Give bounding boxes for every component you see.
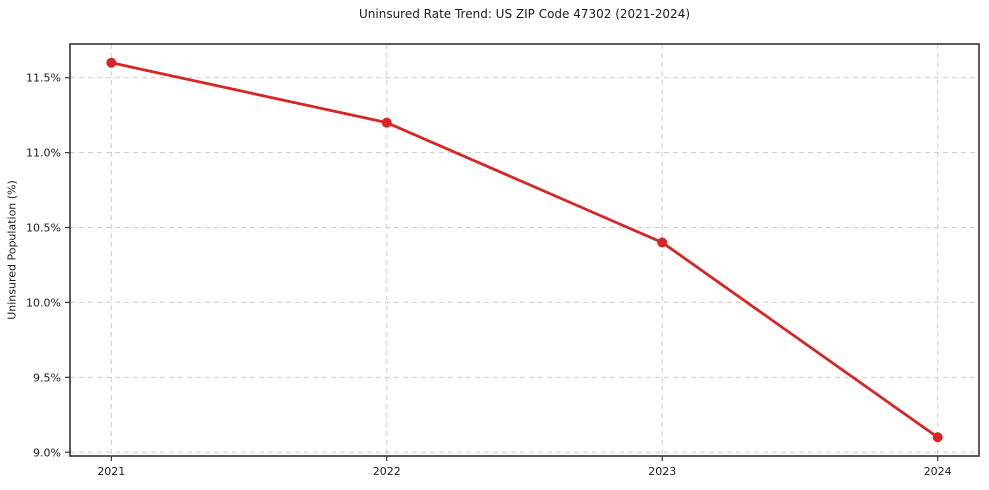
y-tick-label: 11.0% <box>26 147 61 160</box>
data-point-2022 <box>381 117 392 128</box>
y-tick-label: 10.0% <box>26 296 61 309</box>
x-tick-label: 2023 <box>648 465 676 478</box>
chart-title: Uninsured Rate Trend: US ZIP Code 47302 … <box>358 7 691 21</box>
trend-line <box>109 61 940 439</box>
x-tick-label: 2022 <box>373 465 401 478</box>
y-tick-label: 11.5% <box>26 72 61 85</box>
axes-frame <box>69 43 980 457</box>
y-tick-label: 9.5% <box>33 371 61 384</box>
x-tick-label: 2021 <box>97 465 125 478</box>
y-tick-label: 10.5% <box>26 222 61 235</box>
data-point-2024 <box>932 432 943 443</box>
data-point-2023 <box>657 237 668 248</box>
y-axis-label: Uninsured Population (%) <box>5 180 19 320</box>
data-point-2021 <box>106 57 117 68</box>
x-tick-label: 2024 <box>924 465 952 478</box>
y-tick-label: 9.0% <box>33 446 61 459</box>
